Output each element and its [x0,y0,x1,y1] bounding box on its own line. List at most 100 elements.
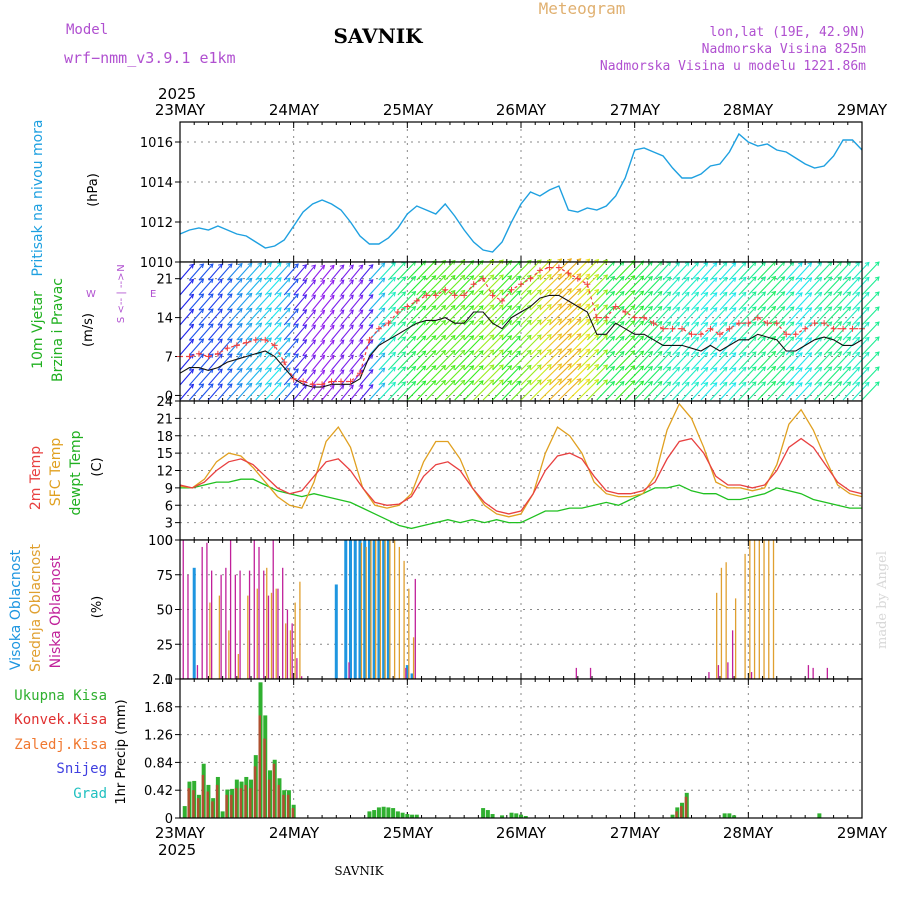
wind-arrow [804,277,822,296]
wind-arrow [473,364,495,386]
credit-watermark: made by Angel [875,551,890,649]
wind-arrowhead [666,351,672,357]
cloud-bar [272,540,274,679]
legend-ukupna-kisa: Ukupna Kisa [14,688,107,704]
dewpoint-line [180,478,862,530]
wind-gust-point [811,320,818,327]
wind-arrow [567,363,590,386]
wind-arrowhead [469,305,475,310]
wind-arrow [823,291,842,311]
wind-arrow [833,291,851,311]
wind-arrow [823,381,842,401]
wind-arrowhead [507,365,513,370]
wind-arrowhead [797,262,803,267]
wind-arrowhead [257,322,263,328]
wind-arrowhead [780,291,786,296]
wind-arrow [719,307,737,326]
wind-arrowhead [276,277,282,282]
wind-arrow [378,307,396,326]
wind-arrowhead [684,276,690,282]
wind-arrowhead [557,363,563,369]
wind-arrow [643,351,663,371]
wind-arrow [785,367,803,386]
cloud-bar [405,667,407,679]
wind-arrowhead [208,308,214,314]
wind-arrowhead [526,364,532,370]
wind-arrow [861,336,880,356]
precip-total-bar [381,806,386,818]
wind-arrowhead [507,380,513,385]
wind-arrow [520,334,542,356]
wind-arrowhead [516,365,521,371]
y-tick-label: 50 [156,604,173,619]
wind-gust-point [603,314,610,321]
wind-arrowhead [694,381,700,387]
wind-arrow [577,259,599,281]
precip-total-bar [376,807,381,818]
wind-arrowhead [329,294,335,300]
wind-arrow [501,260,521,281]
wind-arrowhead [567,363,572,368]
wind-arrow [340,294,354,311]
y-tick-label: 0 [165,534,173,549]
wind-arrow [596,321,615,341]
wind-arrow [264,262,282,281]
wind-arrow [747,291,766,311]
wind-arrowhead [874,306,880,312]
wind-arrow [359,279,374,296]
wind-arrowhead [285,262,291,268]
wind-arrow [558,288,582,311]
wind-gust-point [707,325,714,332]
precip-total-bar [405,814,410,818]
y-tick-label: 0.42 [144,784,173,799]
wind-arrowhead [594,363,600,369]
wind-arrow [369,382,386,401]
wind-arrowhead [208,353,214,359]
wind-arrowhead [267,322,272,328]
wind-arrow [425,380,446,401]
bottom-date-axis: 23MAY 24MAY 25MAY 26MAY 27MAY 28MAY 29MA… [155,824,888,842]
date-tick-top: 27MAY [610,101,661,119]
wind-arrowhead [358,384,364,390]
cloud-bar [225,567,227,679]
wind-arrow [378,262,396,281]
wind-arrow [833,261,851,281]
wind-arrow [861,321,880,341]
wind-arrowhead [489,259,495,265]
wind-arrowhead [827,321,833,327]
wind-arrowhead [557,288,563,294]
wind-arrow [198,293,214,311]
cloud-bar [299,581,301,679]
wind-arrow [615,335,635,356]
cloud-bar [408,588,410,679]
wind-arrow [350,279,364,296]
wind-arrowhead [751,351,757,357]
wind-arrow [444,350,466,371]
precip-conv-bar [282,794,285,818]
wind-arrow [255,337,272,356]
wind-arrow [549,273,572,296]
wind-arrow [312,370,325,386]
wind-arrow [833,366,851,386]
cloud-bar [589,667,592,679]
wind-arrowhead [516,320,521,326]
wind-arrowhead [498,349,504,355]
wind-arrow [814,276,833,296]
wind-arrow [312,385,325,401]
wind-arrow [520,349,542,371]
wind-arrow [710,367,728,386]
wind-arrow [189,293,204,311]
wind-arrow [179,384,194,401]
date-tick-top: 28MAY [723,101,774,119]
wind-arrowhead [368,339,374,344]
wind-arrow [842,307,860,326]
wind-gust-point [660,325,667,332]
y-tick-label: 0 [165,812,173,827]
y-tick-label: 24 [156,395,173,410]
wind-arrow [340,354,354,371]
wind-arrow [321,310,335,326]
cloud-bar [247,595,249,679]
wind-arrow [378,337,396,356]
wind-arrowhead [302,264,308,269]
wind-arrowhead [358,354,364,360]
